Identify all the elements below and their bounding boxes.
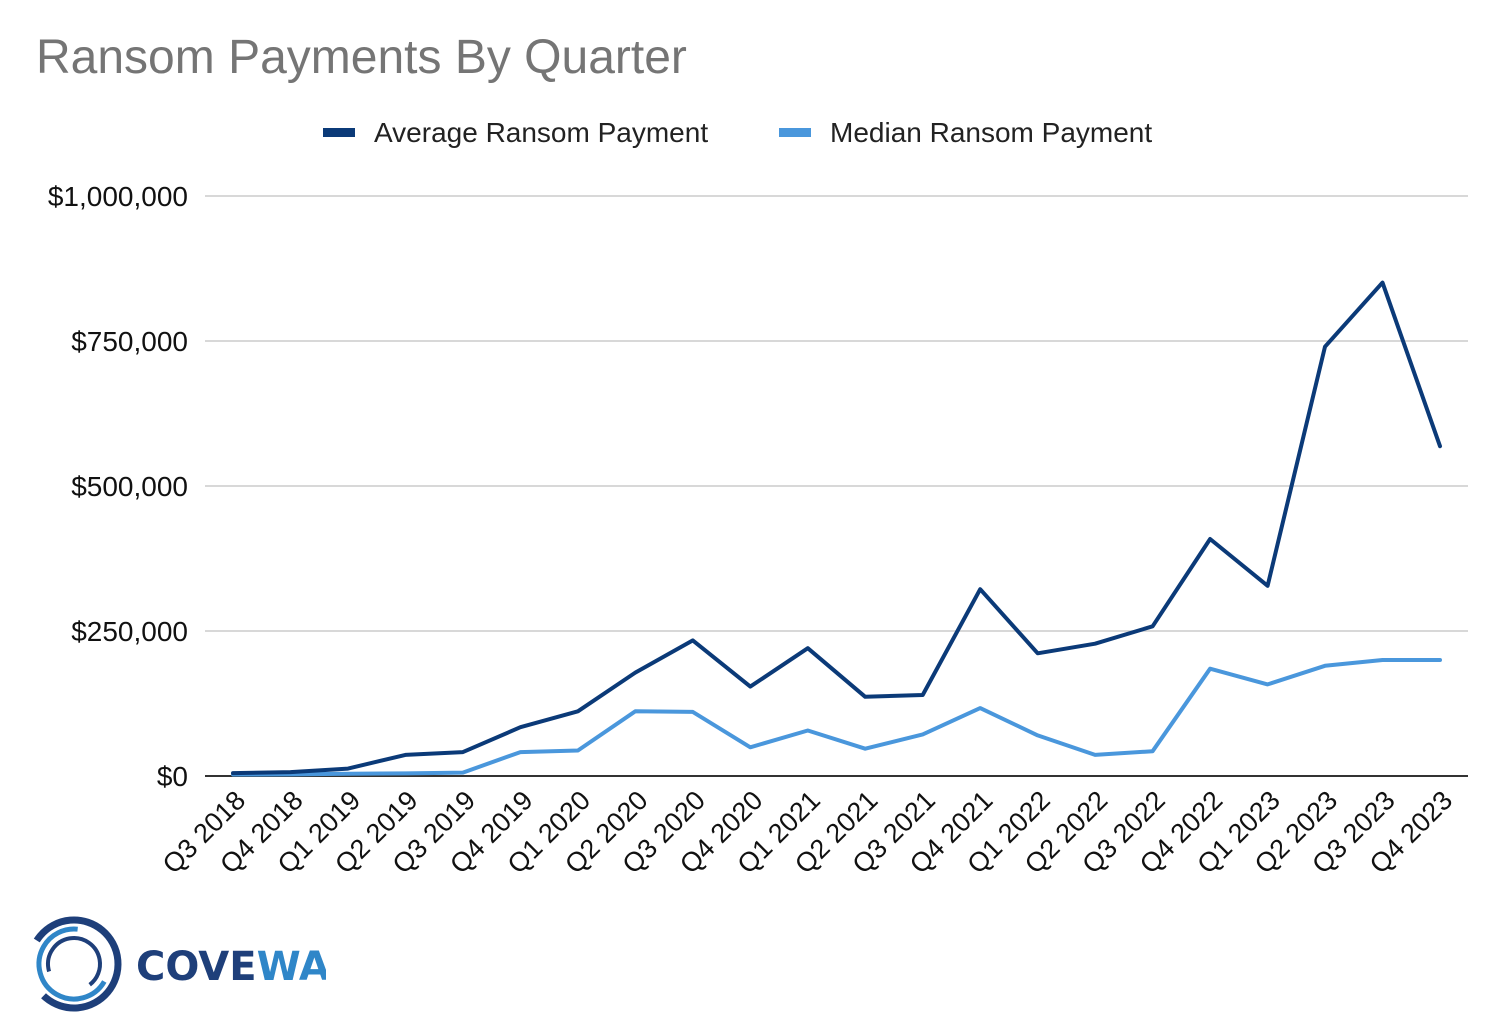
legend-swatch (779, 128, 811, 137)
y-axis: $0 $250,000 $500,000 $750,000 $1,000,000 (48, 181, 188, 792)
y-tick-label: $750,000 (71, 326, 188, 357)
legend-swatch (323, 128, 355, 137)
y-tick-label: $500,000 (71, 471, 188, 502)
swirl-icon (26, 916, 122, 1012)
legend-label: Average Ransom Payment (374, 117, 708, 148)
brand-name: COVEWARE (136, 944, 326, 990)
chart-title: Ransom Payments By Quarter (36, 31, 687, 84)
grid-lines (205, 195, 1468, 777)
y-tick-label: $1,000,000 (48, 181, 188, 212)
series-lines (231, 280, 1442, 777)
legend: Average Ransom Payment Median Ransom Paym… (323, 117, 1152, 148)
legend-label: Median Ransom Payment (830, 117, 1152, 148)
series-line-median-ransom-payment (231, 658, 1442, 777)
series-line-average-ransom-payment (231, 280, 1442, 776)
line-chart: Average Ransom Payment Median Ransom Paym… (48, 117, 1468, 879)
y-tick-label: $250,000 (71, 616, 188, 647)
coveware-logo: COVEWARE (26, 914, 388, 1014)
brand-name-ware: WARE (257, 944, 326, 990)
brand-name-cove: COVE (136, 944, 257, 990)
y-tick-label: $0 (157, 761, 188, 792)
